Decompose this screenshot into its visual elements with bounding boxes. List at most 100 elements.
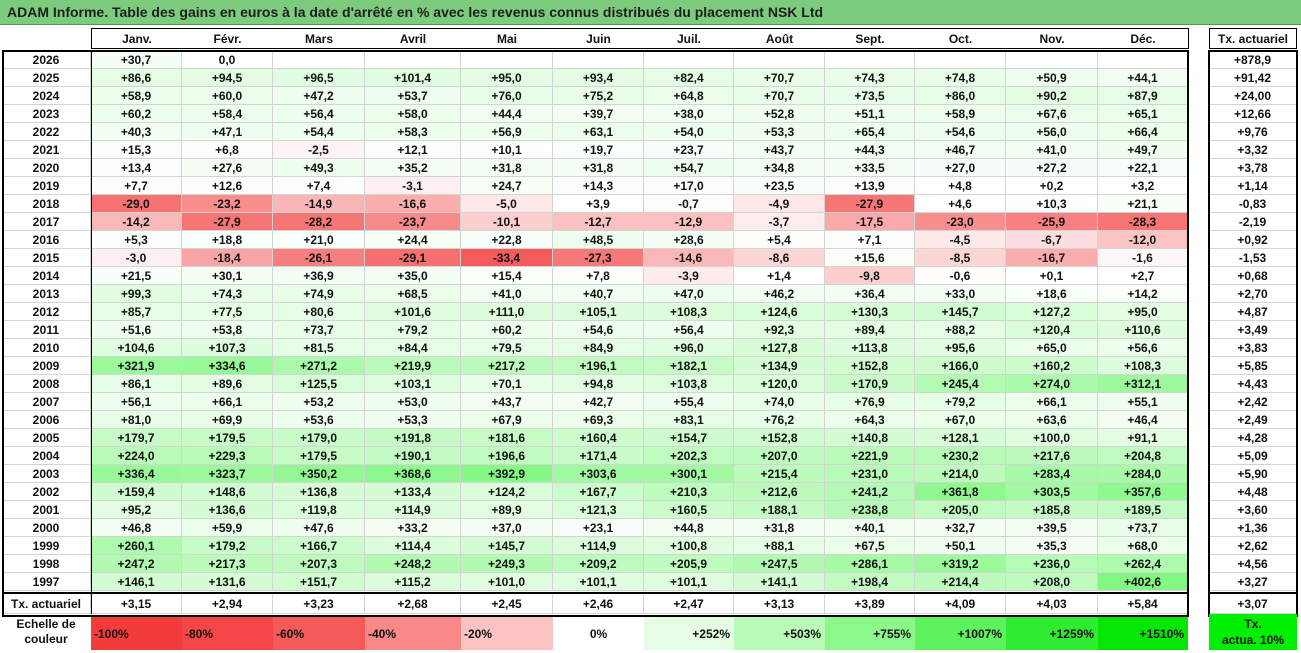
table-cell: +51,1: [825, 105, 915, 123]
table-cell: +58,3: [365, 123, 461, 141]
table-cell: +82,4: [644, 69, 734, 87]
table-cell: +119,8: [273, 501, 365, 519]
year-label: 2002: [2, 483, 91, 501]
table-cell: -18,4: [182, 249, 273, 267]
table-cell: +145,7: [461, 537, 553, 555]
table-cell: +224,0: [91, 447, 182, 465]
table-cell: -12,9: [644, 213, 734, 231]
table-cell: +23,5: [734, 177, 825, 195]
table-cell: +249,3: [461, 555, 553, 573]
table-cell: +58,4: [182, 105, 273, 123]
table-cell: +88,2: [915, 321, 1006, 339]
footer-cell: +3,15: [91, 594, 182, 614]
table-cell: -6,7: [1006, 231, 1098, 249]
color-scale-swatch: 0%: [553, 617, 644, 650]
table-cell: +27,2: [1006, 159, 1098, 177]
table-cell: +30,1: [182, 267, 273, 285]
table-cell: +107,3: [182, 339, 273, 357]
table-cell: [915, 51, 1006, 69]
table-cell: -23,0: [915, 213, 1006, 231]
table-cell: +231,0: [825, 465, 915, 483]
table-cell: +39,5: [1006, 519, 1098, 537]
table-cell: +74,8: [915, 69, 1006, 87]
table-cell: +70,1: [461, 375, 553, 393]
table-cell: +140,8: [825, 429, 915, 447]
table-cell: +202,3: [644, 447, 734, 465]
table-cell: +159,4: [91, 483, 182, 501]
table-cell: +5,4: [734, 231, 825, 249]
table-cell: +55,4: [644, 393, 734, 411]
table-cell: -17,5: [825, 213, 915, 231]
footer-cell: +2,45: [461, 594, 553, 614]
month-header: Déc.: [1098, 28, 1189, 49]
table-cell: +7,7: [91, 177, 182, 195]
year-label: 2015: [2, 249, 91, 267]
table-cell: +350,2: [273, 465, 365, 483]
table-cell: -8,5: [915, 249, 1006, 267]
table-cell: +336,4: [91, 465, 182, 483]
table-cell: +108,3: [1098, 357, 1188, 375]
color-scale-swatch: -60%: [273, 617, 365, 650]
year-label: 2022: [2, 123, 91, 141]
table-cell: +214,4: [915, 573, 1006, 591]
table-cell: +24,7: [461, 177, 553, 195]
table-cell: +15,4: [461, 267, 553, 285]
color-scale-swatch: +252%: [644, 617, 734, 650]
year-label: 2011: [2, 321, 91, 339]
table-cell: +105,1: [553, 303, 644, 321]
table-cell: -16,6: [365, 195, 461, 213]
table-cell: +42,7: [553, 393, 644, 411]
table-cell: [365, 51, 461, 69]
table-cell: +402,6: [1098, 573, 1188, 591]
table-cell: +31,8: [734, 519, 825, 537]
table-cell: +94,5: [182, 69, 273, 87]
table-cell: -27,9: [825, 195, 915, 213]
table-cell: -3,0: [91, 249, 182, 267]
table-cell: -26,1: [273, 249, 365, 267]
table-cell: +35,3: [1006, 537, 1098, 555]
table-cell: +357,6: [1098, 483, 1188, 501]
table-cell: +73,7: [273, 321, 365, 339]
table-cell: +146,1: [91, 573, 182, 591]
title-bar: ADAM Informe. Table des gains en euros à…: [0, 0, 1301, 25]
table-cell: +66,1: [182, 393, 273, 411]
year-label: 2025: [2, 69, 91, 87]
table-cell: +50,9: [1006, 69, 1098, 87]
table-cell: +127,8: [734, 339, 825, 357]
table-cell: +74,9: [273, 285, 365, 303]
table-cell: +83,1: [644, 411, 734, 429]
table-cell: +208,0: [1006, 573, 1098, 591]
table-cell: +160,5: [644, 501, 734, 519]
year-label: 2012: [2, 303, 91, 321]
table-cell: +204,8: [1098, 447, 1188, 465]
page-title: ADAM Informe. Table des gains en euros à…: [7, 4, 824, 20]
table-cell: +74,0: [734, 393, 825, 411]
table-cell: +23,7: [644, 141, 734, 159]
table-cell: -3,7: [734, 213, 825, 231]
table-cell: +179,5: [273, 447, 365, 465]
table-cell: +128,1: [915, 429, 1006, 447]
table-cell: +87,9: [1098, 87, 1188, 105]
table-cell: +54,7: [644, 159, 734, 177]
table-cell: +49,7: [1098, 141, 1188, 159]
table-cell: +33,0: [915, 285, 1006, 303]
table-cell: +40,1: [825, 519, 915, 537]
table-cell: +166,7: [273, 537, 365, 555]
table-cell: +54,6: [915, 123, 1006, 141]
color-scale-swatch: -80%: [182, 617, 273, 650]
table-cell: +44,8: [644, 519, 734, 537]
year-label: 2019: [2, 177, 91, 195]
color-scale-tx-line2: actua. 10%: [1221, 633, 1285, 647]
color-scale-tx-line1: Tx.: [1244, 617, 1262, 631]
table-cell: +96,0: [644, 339, 734, 357]
table-cell: -5,0: [461, 195, 553, 213]
table-cell: +46,7: [915, 141, 1006, 159]
table-cell: +104,6: [91, 339, 182, 357]
table-cell: +12,1: [365, 141, 461, 159]
table-cell: +124,6: [734, 303, 825, 321]
table-cell: +229,3: [182, 447, 273, 465]
table-cell: +13,9: [825, 177, 915, 195]
table-cell: -2,5: [273, 141, 365, 159]
table-cell: +219,9: [365, 357, 461, 375]
table-cell: +75,2: [553, 87, 644, 105]
